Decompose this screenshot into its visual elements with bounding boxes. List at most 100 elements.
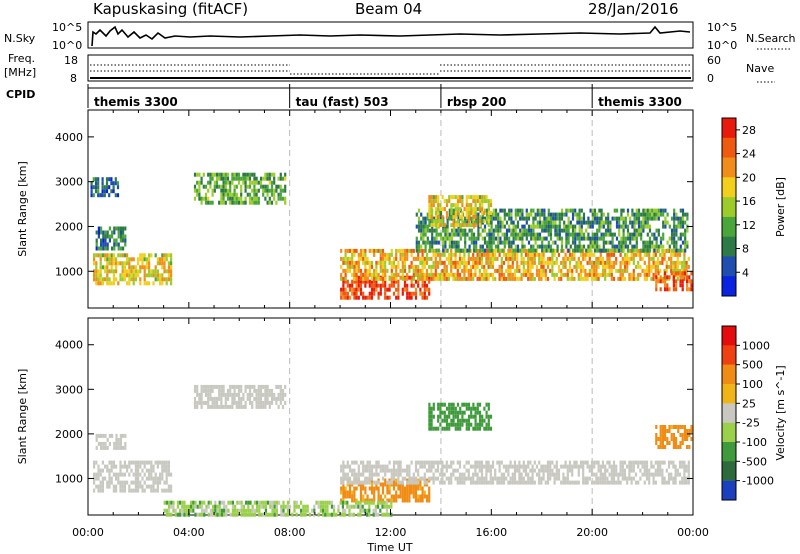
range-gate-cell [246, 184, 249, 189]
range-gate-cell [417, 498, 420, 503]
range-gate-cell [311, 508, 314, 513]
range-gate-cell [100, 246, 103, 251]
range-gate-cell [357, 275, 360, 280]
range-gate-cell [654, 468, 657, 473]
range-gate-cell [399, 248, 402, 253]
range-gate-cell [606, 476, 609, 481]
range-gate-cell [357, 256, 360, 261]
range-gate-cell [664, 208, 667, 213]
range-gate-cell [233, 384, 236, 389]
range-gate-cell [397, 248, 400, 253]
range-gate-cell [510, 244, 513, 249]
range-gate-cell [505, 276, 508, 281]
range-gate-cell [353, 486, 356, 491]
range-gate-cell [599, 252, 602, 257]
range-gate-cell [431, 232, 434, 237]
range-gate-cell [273, 396, 276, 401]
range-gate-cell [443, 418, 446, 423]
range-gate-cell [93, 273, 96, 278]
range-gate-cell [487, 468, 490, 473]
range-gate-cell [385, 512, 388, 517]
x-tick-label: 04:00 [173, 526, 205, 539]
range-gate-cell [366, 460, 369, 465]
range-gate-cell [212, 512, 215, 517]
range-gate-cell [488, 228, 491, 233]
range-gate-cell [364, 256, 367, 261]
range-gate-cell [203, 508, 206, 513]
range-gate-cell [452, 418, 455, 423]
range-gate-cell [108, 193, 111, 198]
range-gate-cell [633, 248, 636, 253]
range-gate-cell [340, 276, 343, 281]
range-gate-cell [410, 283, 413, 288]
range-gate-cell [508, 240, 511, 245]
range-gate-cell [458, 472, 462, 477]
range-gate-cell [218, 500, 221, 505]
range-gate-cell [192, 500, 195, 505]
range-gate-cell [615, 220, 619, 225]
range-gate-cell [667, 472, 671, 477]
range-gate-cell [222, 180, 225, 185]
range-gate-cell [626, 264, 629, 269]
range-gate-cell [443, 426, 446, 431]
range-gate-cell [476, 410, 479, 415]
range-gate-cell [110, 476, 113, 481]
range-gate-cell [130, 269, 133, 274]
range-gate-cell [377, 464, 380, 469]
range-gate-cell [344, 472, 347, 477]
range-gate-cell [551, 468, 554, 473]
range-gate-cell [223, 504, 226, 509]
range-gate-cell [226, 188, 230, 193]
range-gate-cell [465, 215, 468, 220]
range-gate-cell [577, 472, 580, 477]
range-gate-cell [633, 212, 636, 217]
range-gate-cell [226, 176, 230, 181]
range-gate-cell [639, 476, 642, 481]
range-gate-cell [686, 279, 689, 284]
range-gate-cell [148, 476, 151, 481]
range-gate-cell [419, 498, 422, 503]
range-gate-cell [648, 476, 651, 481]
range-gate-cell [165, 480, 168, 485]
range-gate-cell [615, 464, 618, 469]
range-gate-cell [117, 234, 120, 239]
colorbar-swatch [722, 422, 736, 443]
range-gate-cell [626, 208, 630, 213]
range-gate-cell [632, 276, 635, 281]
range-gate-cell [487, 426, 490, 431]
range-gate-cell [302, 508, 305, 513]
range-gate-cell [487, 219, 490, 224]
range-gate-cell [463, 472, 466, 477]
range-gate-cell [690, 437, 693, 441]
range-gate-cell [381, 272, 385, 277]
range-gate-cell [601, 476, 605, 481]
range-gate-cell [187, 504, 190, 509]
range-gate-cell [137, 468, 140, 473]
range-gate-cell [483, 236, 487, 241]
data-region [93, 460, 173, 493]
range-gate-cell [492, 228, 495, 233]
range-gate-cell [406, 272, 409, 277]
range-gate-cell [342, 291, 345, 296]
freq-unit-label: [MHz] [4, 66, 36, 79]
range-gate-cell [522, 460, 525, 465]
range-gate-cell [551, 260, 554, 265]
range-gate-cell [472, 276, 475, 281]
range-gate-cell [494, 248, 497, 253]
range-gate-cell [519, 228, 522, 233]
range-gate-cell [646, 212, 649, 217]
range-gate-cell [279, 392, 282, 397]
range-gate-cell [664, 275, 667, 280]
range-gate-cell [159, 281, 162, 286]
range-gate-cell [106, 277, 109, 282]
range-gate-cell [401, 264, 404, 269]
range-gate-cell [664, 437, 667, 441]
colorbar-label: Velocity [m s^-1] [774, 365, 787, 460]
range-gate-cell [355, 460, 358, 465]
range-gate-cell [545, 248, 548, 253]
range-gate-cell [368, 472, 371, 477]
range-gate-cell [687, 460, 690, 465]
range-gate-cell [431, 240, 434, 245]
range-gate-cell [415, 212, 418, 217]
range-gate-cell [645, 460, 649, 465]
